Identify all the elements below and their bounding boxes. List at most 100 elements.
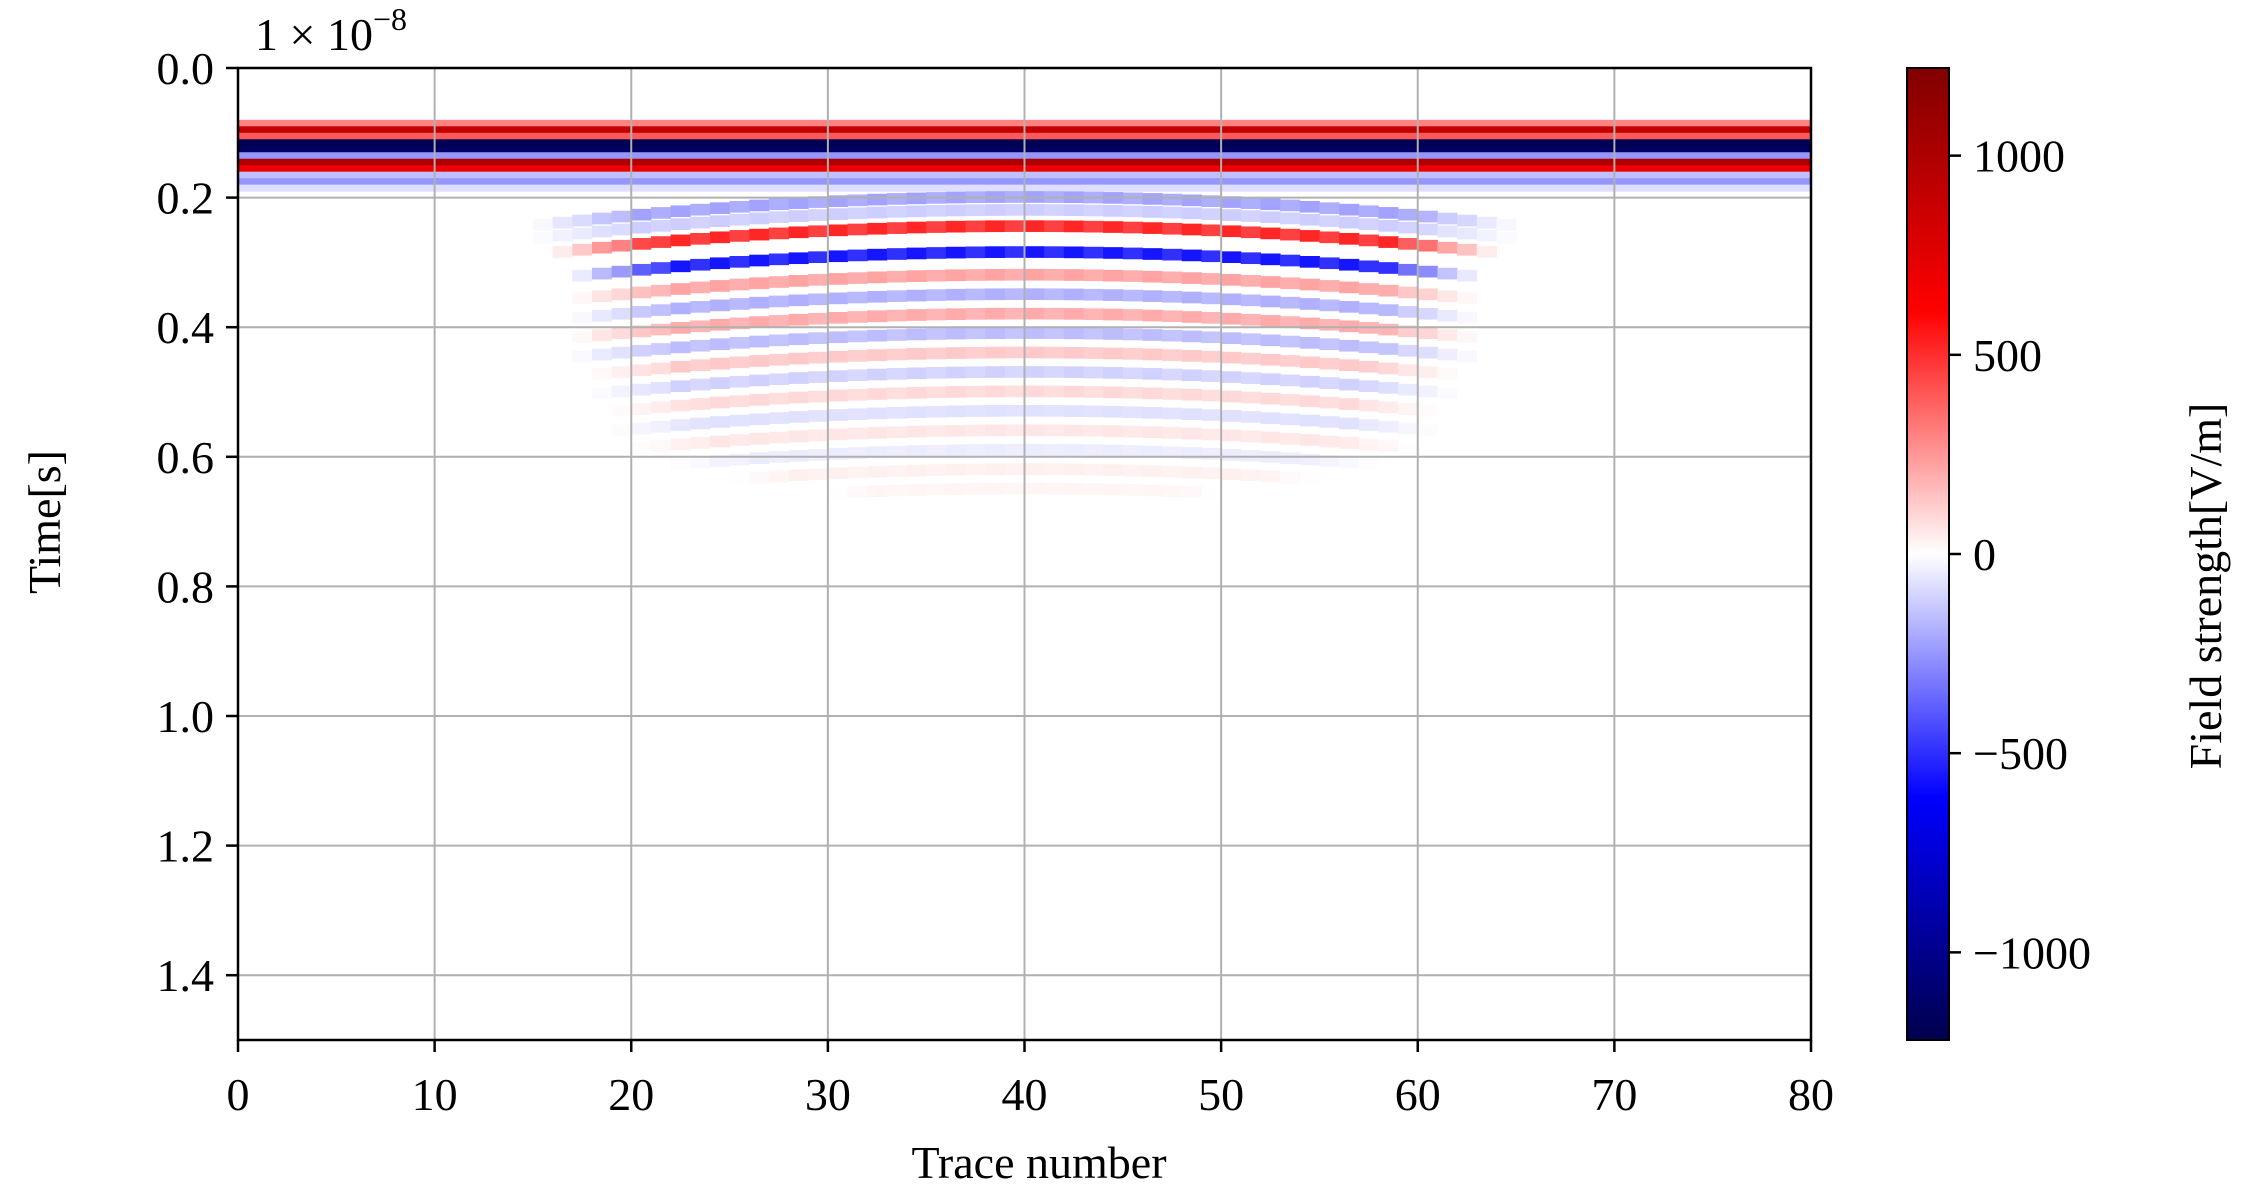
reflection-cell — [1358, 360, 1379, 373]
reflection-cell — [1122, 309, 1143, 321]
reflection-cell — [1457, 227, 1478, 240]
reflection-cell — [1044, 405, 1065, 417]
reflection-cell — [768, 373, 790, 386]
reflection-cell — [1319, 299, 1340, 312]
reflection-cell — [1476, 229, 1497, 242]
reflection-cell — [1398, 286, 1419, 299]
reflection-cell — [867, 206, 888, 219]
reflection-cell — [808, 274, 829, 286]
reflection-cell — [1221, 390, 1242, 403]
reflection-cell — [1260, 198, 1281, 211]
reflection-cell — [1240, 313, 1261, 326]
reflection-cell — [1142, 484, 1163, 497]
reflection-cell — [886, 309, 908, 322]
y-scale-factor-exponent: −8 — [373, 1, 407, 37]
reflection-cell — [788, 430, 809, 443]
reflection-cell — [631, 344, 652, 357]
reflection-cell — [611, 223, 632, 236]
reflection-cell — [1142, 387, 1163, 400]
reflection-cell — [867, 271, 888, 284]
reflection-cell — [1319, 257, 1340, 270]
reflection-cell — [926, 247, 947, 259]
reflection-cell — [591, 212, 613, 225]
reflection-cell — [1063, 405, 1084, 417]
reflection-cell — [1063, 366, 1084, 379]
reflection-cell — [1004, 385, 1025, 398]
reflection-cell — [631, 422, 652, 435]
reflection-cell — [1044, 482, 1065, 495]
reflection-cell — [1221, 410, 1242, 422]
reflection-cell — [886, 426, 908, 439]
reflection-cell — [1221, 274, 1242, 286]
reflection-cell — [1437, 348, 1458, 361]
reflection-cell — [690, 417, 711, 430]
reflection-cell — [1280, 254, 1301, 267]
reflection-cell — [1162, 427, 1183, 439]
reflection-cell — [1181, 369, 1202, 382]
reflection-cell — [1260, 253, 1281, 266]
reflection-cell — [1240, 391, 1261, 404]
reflection-cell — [965, 385, 986, 398]
reflection-cell — [1476, 246, 1497, 258]
reflection-cell — [690, 398, 711, 410]
reflection-cell — [709, 377, 731, 389]
reflection-cell — [1299, 230, 1320, 242]
reflection-cell — [690, 281, 711, 294]
reflection-cell — [945, 288, 967, 301]
reflection-cell — [985, 443, 1006, 456]
reflection-cell — [1221, 351, 1242, 364]
reflection-cell — [1299, 395, 1320, 407]
reflection-cell — [690, 339, 711, 352]
reflection-cell — [926, 464, 947, 476]
reflection-cell — [1063, 483, 1084, 495]
reflection-cell — [1083, 327, 1104, 340]
reflection-cell — [827, 467, 849, 480]
reflection-cell — [906, 464, 927, 477]
reflection-cell — [670, 234, 691, 247]
reflection-cell — [1398, 208, 1419, 221]
reflection-cell — [827, 224, 849, 237]
reflection-cell — [768, 198, 790, 211]
reflection-cell — [1004, 220, 1025, 232]
reflection-cell — [1240, 226, 1261, 239]
reflection-cell — [1122, 289, 1143, 302]
reflection-cell — [1024, 288, 1045, 300]
reflection-cell — [1398, 306, 1419, 318]
reflection-cell — [1103, 308, 1124, 321]
reflection-cell — [749, 199, 770, 212]
reflection-cell — [1181, 291, 1202, 304]
reflection-cell — [1004, 366, 1025, 378]
reflection-cell — [1457, 269, 1478, 282]
reflection-cell — [631, 403, 652, 415]
reflection-cell — [847, 207, 868, 220]
reflection-cell — [1280, 355, 1301, 367]
reflection-cell — [808, 225, 829, 238]
reflection-cell — [1181, 194, 1202, 207]
reflection-cell — [690, 258, 711, 271]
reflection-cell — [1299, 317, 1320, 330]
reflection-cell — [1280, 199, 1301, 212]
reflection-cell — [650, 401, 672, 414]
reflection-cell — [1142, 193, 1163, 205]
reflection-cell — [1280, 413, 1301, 426]
reflection-cell — [847, 447, 868, 459]
reflection-cell — [1457, 331, 1478, 344]
reflection-cell — [631, 383, 652, 396]
reflection-cell — [1004, 463, 1025, 475]
reflection-cell — [1339, 203, 1360, 216]
reflection-cell — [827, 208, 849, 220]
reflection-cell — [1083, 386, 1104, 398]
reflection-cell — [1024, 204, 1045, 216]
reflection-cell — [572, 214, 593, 227]
y-tick-label: 1.2 — [157, 821, 215, 872]
reflection-cell — [965, 424, 986, 437]
reflection-cell — [1201, 224, 1222, 237]
reflection-cell — [572, 227, 593, 240]
reflection-cell — [1122, 464, 1143, 477]
reflection-cell — [1142, 270, 1163, 283]
reflection-cell — [906, 348, 927, 360]
reflection-cell — [1103, 347, 1124, 360]
reflection-cell — [670, 302, 691, 315]
reflection-cell — [827, 350, 849, 363]
reflection-cell — [1339, 378, 1360, 391]
